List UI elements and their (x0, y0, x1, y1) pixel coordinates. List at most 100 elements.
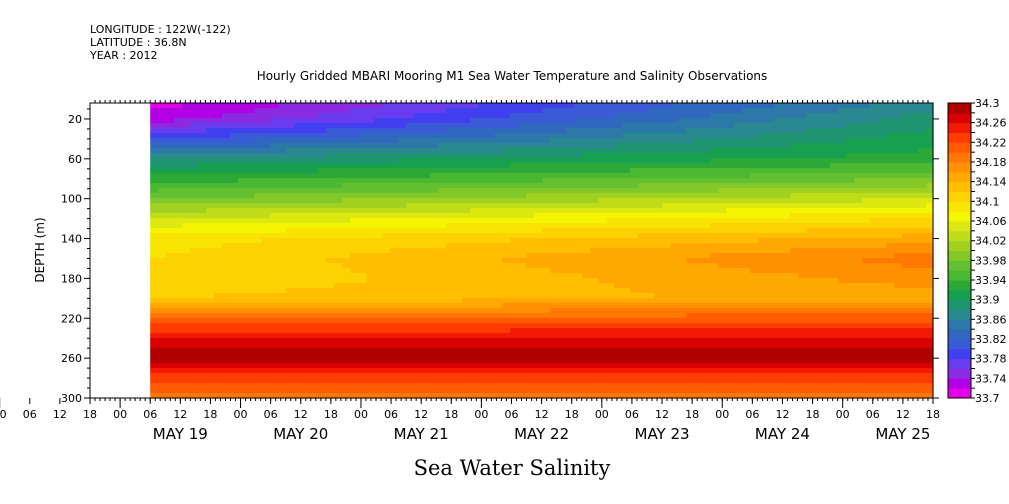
heatmap-cell (526, 203, 535, 209)
heatmap-cell (790, 393, 799, 399)
heatmap-cell (558, 323, 567, 329)
heatmap-cell (510, 393, 519, 399)
heatmap-cell (478, 273, 487, 279)
heatmap-cell (622, 138, 631, 144)
heatmap-cell (598, 118, 607, 124)
heatmap-cell (286, 268, 295, 274)
heatmap-cell (622, 198, 631, 204)
heatmap-cell (454, 258, 463, 264)
heatmap-cell (406, 123, 415, 129)
heatmap-cell (438, 183, 447, 189)
heatmap-cell (726, 353, 735, 359)
heatmap-cell (654, 248, 663, 254)
heatmap-cell (734, 343, 743, 349)
heatmap-cell (414, 113, 423, 119)
heatmap-cell (318, 238, 327, 244)
heatmap-cell (366, 203, 375, 209)
heatmap-cell (782, 188, 791, 194)
heatmap-cell (158, 373, 167, 379)
heatmap-cell (326, 243, 335, 249)
heatmap-cell (334, 363, 343, 369)
heatmap-cell (518, 238, 527, 244)
heatmap-cell (230, 373, 239, 379)
heatmap-cell (158, 268, 167, 274)
heatmap-cell (726, 313, 735, 319)
heatmap-cell (526, 238, 535, 244)
heatmap-cell (590, 178, 599, 184)
heatmap-cell (534, 133, 543, 139)
heatmap-cell (686, 343, 695, 349)
heatmap-cell (214, 123, 223, 129)
heatmap-cell (558, 328, 567, 334)
heatmap-cell (430, 293, 439, 299)
heatmap-cell (342, 208, 351, 214)
heatmap-cell (646, 168, 655, 174)
heatmap-cell (430, 303, 439, 309)
heatmap-cell (158, 258, 167, 264)
heatmap-cell (238, 163, 247, 169)
heatmap-cell (750, 323, 759, 329)
heatmap-cell (342, 393, 351, 399)
heatmap-cell (758, 333, 767, 339)
heatmap-cell (358, 213, 367, 219)
latitude-label: LATITUDE : 36.8N (90, 36, 187, 49)
heatmap-cell (606, 168, 615, 174)
heatmap-cell (534, 298, 543, 304)
heatmap-cell (326, 358, 335, 364)
heatmap-cell (654, 263, 663, 269)
heatmap-cell (582, 303, 591, 309)
heatmap-cell (278, 188, 287, 194)
heatmap-cell (430, 288, 439, 294)
heatmap-cell (630, 313, 639, 319)
heatmap-cell (206, 188, 215, 194)
heatmap-cell (430, 143, 439, 149)
heatmap-cell (526, 393, 535, 399)
heatmap-cell (710, 353, 719, 359)
heatmap-cell (630, 103, 639, 109)
heatmap-cell (350, 303, 359, 309)
heatmap-cell (366, 238, 375, 244)
heatmap-cell (278, 163, 287, 169)
heatmap-cell (462, 113, 471, 119)
heatmap-cell (790, 133, 799, 139)
heatmap-cell (622, 233, 631, 239)
heatmap-cell (646, 208, 655, 214)
heatmap-cell (782, 218, 791, 224)
heatmap-cell (494, 378, 503, 384)
heatmap-cell (214, 193, 223, 199)
heatmap-cell (334, 358, 343, 364)
heatmap-cell (454, 193, 463, 199)
heatmap-cell (526, 138, 535, 144)
heatmap-cell (398, 138, 407, 144)
heatmap-cell (518, 218, 527, 224)
heatmap-cell (526, 333, 535, 339)
heatmap-cell (190, 358, 199, 364)
heatmap-cell (350, 163, 359, 169)
heatmap-cell (550, 108, 559, 114)
heatmap-cell (790, 348, 799, 354)
heatmap-cell (198, 178, 207, 184)
heatmap-cell (678, 388, 687, 394)
heatmap-cell (318, 108, 327, 114)
heatmap-cell (374, 158, 383, 164)
heatmap-cell (430, 198, 439, 204)
heatmap-cell (798, 103, 807, 109)
heatmap-cell (262, 103, 271, 109)
heatmap-cell (766, 153, 775, 159)
heatmap-cell (166, 233, 175, 239)
heatmap-cell (278, 393, 287, 399)
heatmap-cell (790, 163, 799, 169)
heatmap-cell (614, 353, 623, 359)
heatmap-cell (782, 183, 791, 189)
heatmap-cell (302, 323, 311, 329)
heatmap-cell (646, 358, 655, 364)
heatmap-cell (190, 213, 199, 219)
heatmap-cell (214, 278, 223, 284)
heatmap-cell (206, 208, 215, 214)
heatmap-cell (494, 348, 503, 354)
heatmap-cell (542, 368, 551, 374)
heatmap-cell (822, 153, 831, 159)
heatmap-cell (294, 268, 303, 274)
heatmap-cell (270, 113, 279, 119)
heatmap-cell (230, 238, 239, 244)
